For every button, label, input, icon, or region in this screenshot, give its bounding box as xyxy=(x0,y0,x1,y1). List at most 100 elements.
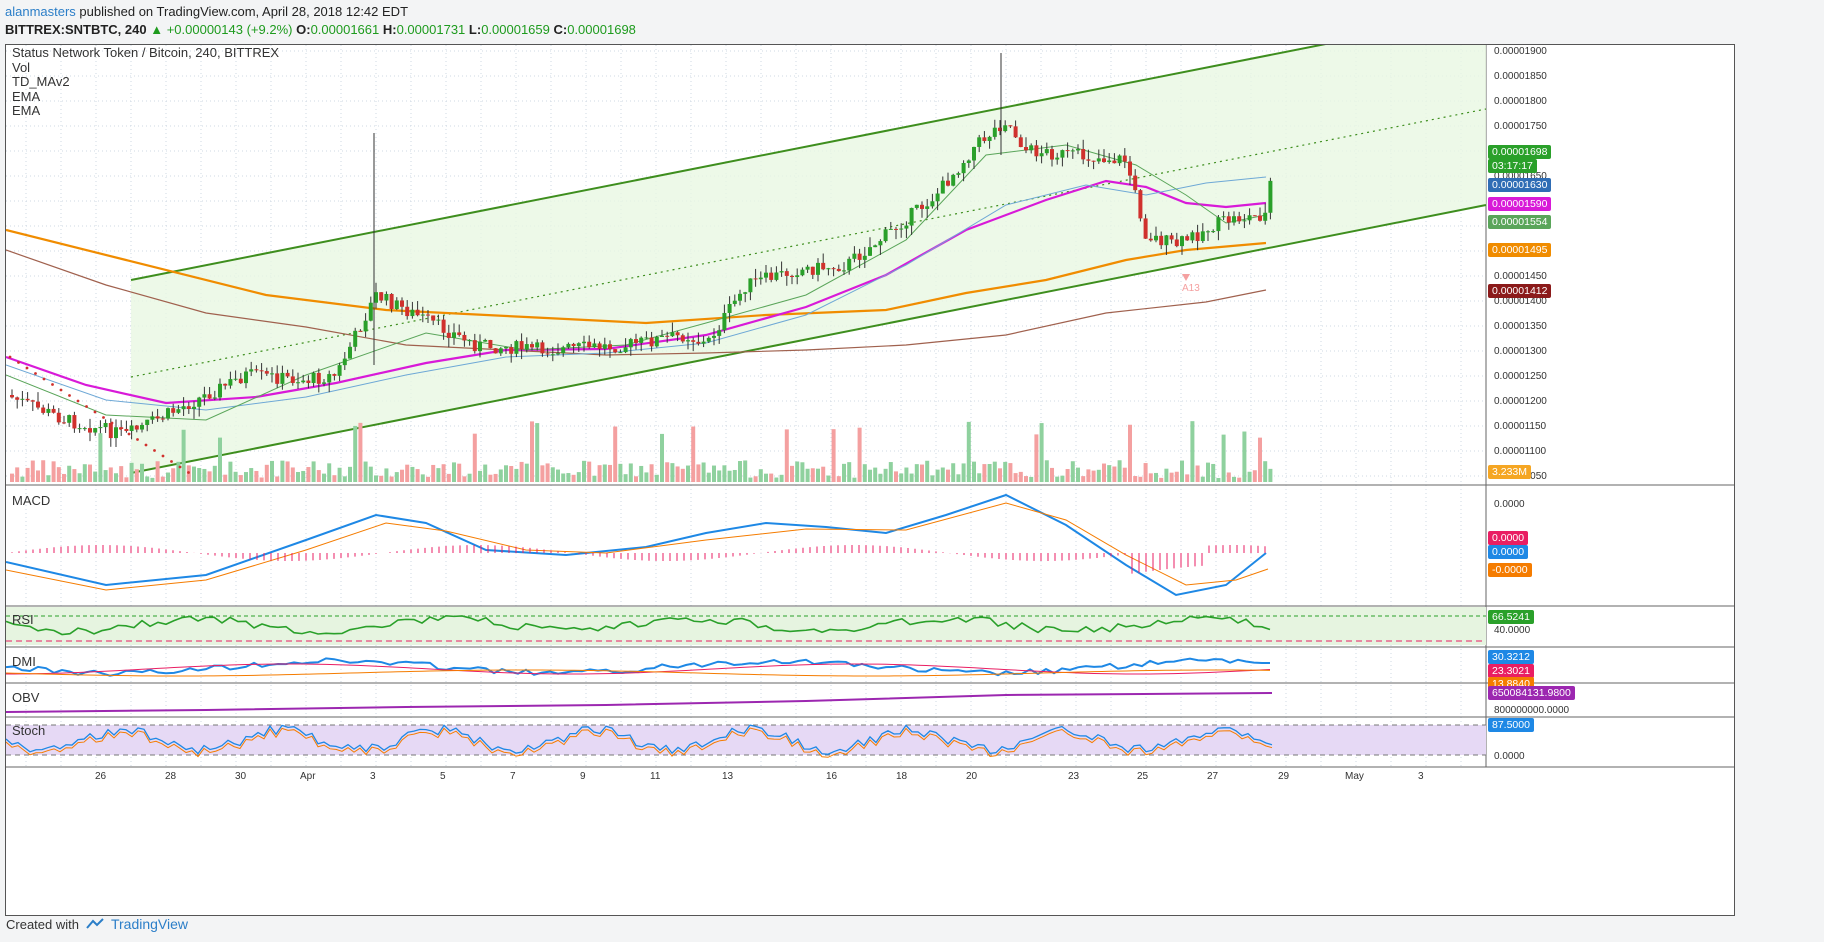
candle-body xyxy=(920,204,924,209)
volume-bar xyxy=(706,472,711,482)
legend-ema-2[interactable]: EMA xyxy=(12,103,41,118)
legend-vol[interactable]: Vol xyxy=(12,60,31,75)
macd-tag: -0.0000 xyxy=(1488,563,1532,577)
candle-body xyxy=(925,206,930,209)
candle-body xyxy=(873,245,878,248)
time-axis-label: 5 xyxy=(440,771,446,782)
volume-bar xyxy=(405,464,410,482)
candle-body xyxy=(800,269,805,276)
volume-bar xyxy=(644,472,649,482)
volume-bar xyxy=(88,464,92,482)
legend-tdma[interactable]: TD_MAv2 xyxy=(12,74,70,89)
candle-body xyxy=(124,428,129,432)
candle-body xyxy=(639,337,644,343)
price-axis-label: 0.00001650 xyxy=(1494,171,1547,182)
candle-body xyxy=(160,418,165,420)
candle-body xyxy=(660,335,664,337)
candle-body xyxy=(202,394,207,398)
candle-body xyxy=(1128,161,1132,176)
volume-bar xyxy=(1211,463,1216,482)
candle-body xyxy=(717,330,722,336)
volume-bar xyxy=(275,476,280,482)
volume-bar xyxy=(119,466,124,482)
candle-body xyxy=(332,374,337,376)
volume-bar xyxy=(696,464,701,482)
legend-ema-1[interactable]: EMA xyxy=(12,89,41,104)
volume-bar xyxy=(1242,431,1247,482)
volume-bar xyxy=(1247,471,1252,482)
volume-bar xyxy=(1258,437,1262,482)
candle-body xyxy=(244,371,248,384)
candle-body xyxy=(1138,190,1143,219)
volume-bar xyxy=(660,433,664,482)
volume-bar xyxy=(207,471,212,482)
volume-bar xyxy=(691,426,696,482)
candle-body xyxy=(712,335,716,338)
volume-bar xyxy=(290,467,295,482)
volume-bar xyxy=(1091,470,1096,482)
dmi-label[interactable]: DMI xyxy=(12,654,36,669)
volume-bar xyxy=(899,473,904,482)
candle-body xyxy=(764,272,768,278)
time-axis-label: May xyxy=(1345,771,1364,782)
volume-bar xyxy=(379,475,384,482)
macd-label[interactable]: MACD xyxy=(12,493,51,508)
volume-bar xyxy=(888,462,893,482)
volume-bar xyxy=(1143,463,1148,482)
volume-bar xyxy=(1159,477,1164,482)
created-with-text: Created with xyxy=(6,916,79,932)
candle-body xyxy=(816,262,820,275)
price-axis-label: 0.00001900 xyxy=(1494,46,1547,57)
candle-body xyxy=(779,271,784,273)
volume-bar xyxy=(836,476,841,482)
volume-bar xyxy=(961,463,966,482)
volume-bar xyxy=(805,468,810,482)
candle-body xyxy=(129,425,134,432)
volume-bar xyxy=(1195,465,1200,482)
time-axis-label: 9 xyxy=(580,771,586,782)
volume-bar xyxy=(722,465,727,482)
candle-body xyxy=(1221,216,1226,218)
symbol: BITTREX:SNTBTC, 240 xyxy=(5,22,147,37)
candle-body xyxy=(498,348,503,354)
candle-body xyxy=(327,374,332,383)
candle-body xyxy=(571,343,576,347)
rsi-label[interactable]: RSI xyxy=(12,612,34,627)
volume-bar xyxy=(160,476,165,482)
volume-bar xyxy=(452,462,456,482)
open-label: O: xyxy=(296,22,311,37)
footer: Created with TradingView xyxy=(6,916,188,932)
volume-bar xyxy=(998,468,1002,482)
volume-bar xyxy=(769,473,774,482)
sar-dot xyxy=(153,449,156,452)
candle-body xyxy=(987,136,992,141)
time-axis-label: 30 xyxy=(235,771,247,782)
candle-body xyxy=(758,277,763,280)
candle-body xyxy=(556,353,560,355)
author-link[interactable]: alanmasters xyxy=(5,4,76,19)
chart-frame[interactable]: A13 Status Network Token / Bitcoin, 240,… xyxy=(5,44,1735,916)
volume-bar xyxy=(134,469,139,482)
volume-bar xyxy=(441,464,446,482)
volume-bar xyxy=(374,475,378,482)
tradingview-logo-icon xyxy=(86,918,104,929)
volume-bar xyxy=(1096,469,1101,482)
candle-body xyxy=(587,341,592,348)
candle-body xyxy=(259,370,264,372)
volume-bar xyxy=(332,475,337,482)
chart-canvas[interactable]: A13 xyxy=(6,45,1734,915)
candle-body xyxy=(108,422,113,439)
candle-body xyxy=(1169,235,1174,240)
candle-body xyxy=(608,344,612,350)
volume-bar xyxy=(472,433,477,482)
volume-bar xyxy=(145,476,150,482)
price-axis-label: 0.00001850 xyxy=(1494,71,1547,82)
candle-body xyxy=(348,346,352,359)
obv-label[interactable]: OBV xyxy=(12,690,40,705)
sar-dot xyxy=(34,372,37,375)
tradingview-brand[interactable]: TradingView xyxy=(110,916,189,932)
stoch-label[interactable]: Stoch xyxy=(12,723,46,738)
volume-bar xyxy=(20,476,25,482)
volume-bar xyxy=(436,468,441,482)
volume-bar xyxy=(1268,468,1273,482)
